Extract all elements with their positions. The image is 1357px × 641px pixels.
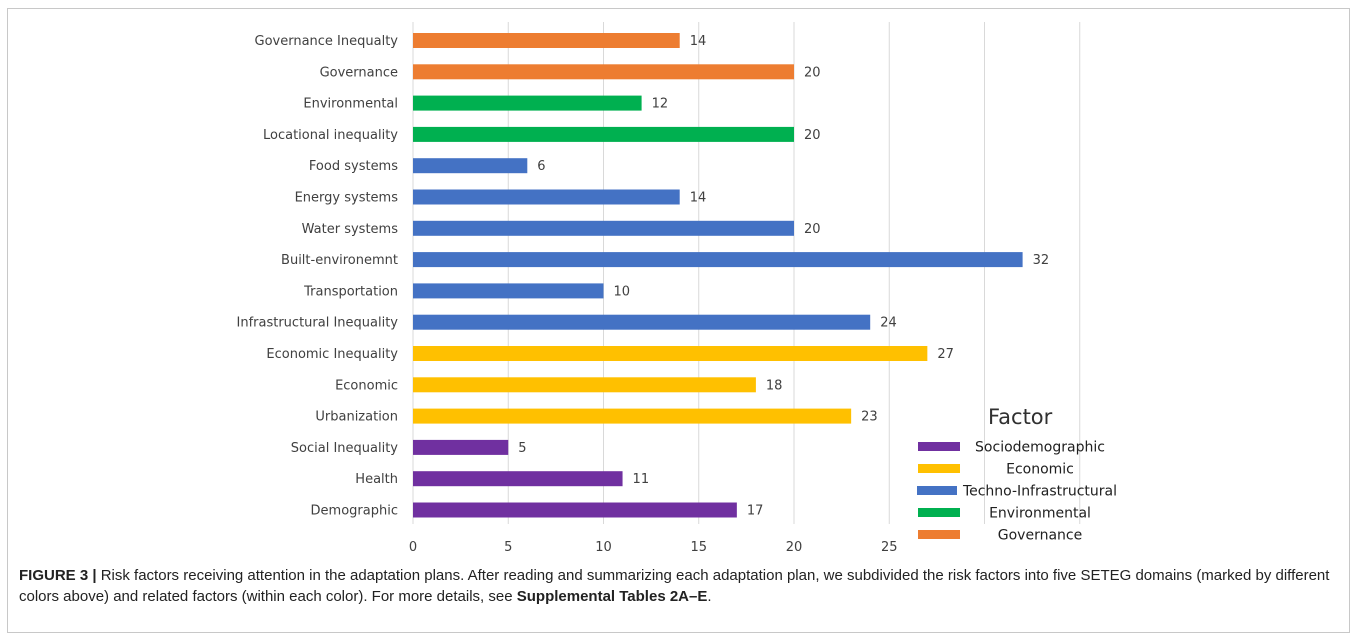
- value-label: 32: [1033, 253, 1050, 268]
- caption-label: FIGURE 3 |: [19, 567, 97, 584]
- legend-swatch: [918, 530, 960, 539]
- bar: [413, 502, 737, 518]
- category-label: Built-environemnt: [281, 253, 398, 268]
- x-tick-label: 5: [504, 540, 512, 555]
- legend-label: Environmental: [989, 506, 1091, 522]
- bar: [413, 252, 1023, 268]
- caption-link[interactable]: Supplemental Tables 2A–E: [516, 588, 708, 605]
- value-label: 11: [633, 472, 650, 487]
- category-label: Health: [355, 472, 398, 487]
- value-label: 18: [766, 378, 783, 393]
- figure-caption: FIGURE 3 | Risk factors receiving attent…: [19, 565, 1339, 607]
- value-label: 20: [804, 128, 821, 143]
- bar: [413, 408, 852, 424]
- legend-label: Governance: [998, 528, 1082, 544]
- legend-label: Economic: [1006, 462, 1074, 478]
- legend-swatch: [918, 442, 960, 451]
- bar: [413, 158, 528, 174]
- legend-title: Factor: [988, 405, 1053, 429]
- value-label: 14: [690, 34, 707, 49]
- category-label: Water systems: [302, 222, 399, 237]
- legend-swatch: [917, 486, 957, 495]
- category-label: Locational inequality: [263, 128, 398, 143]
- bar-chart: 0 5 10 15 20 25 Governance Inequalty 14 Governan…: [237, 22, 1117, 555]
- x-tick-label: 20: [786, 540, 803, 555]
- caption-text: Risk factors receiving attention in the …: [19, 567, 1330, 605]
- bar: [413, 439, 509, 455]
- category-label: Urbanization: [315, 410, 398, 425]
- bar: [413, 33, 680, 48]
- bar: [413, 220, 794, 236]
- bar: [413, 346, 928, 361]
- value-label: 27: [937, 347, 954, 362]
- value-label: 10: [614, 284, 631, 299]
- caption-end: .: [707, 588, 712, 605]
- category-label: Food systems: [309, 159, 398, 174]
- bar: [413, 95, 642, 111]
- value-label: 6: [537, 159, 545, 174]
- value-label: 20: [804, 65, 821, 80]
- legend-swatch: [918, 464, 960, 473]
- bar: [413, 64, 794, 80]
- bar: [413, 189, 680, 205]
- category-label: Social Inequality: [291, 441, 399, 456]
- bar: [413, 471, 623, 487]
- labels: 0 5 10 15 20 25 Governance Inequalty 14 Governan…: [237, 34, 1050, 555]
- category-label: Transportation: [303, 284, 398, 299]
- category-label: Economic: [335, 378, 398, 393]
- value-label: 12: [652, 97, 669, 112]
- x-tick-label: 0: [409, 540, 417, 555]
- bar: [413, 283, 604, 299]
- category-label: Governance: [320, 65, 398, 80]
- legend-label: Sociodemographic: [975, 440, 1105, 456]
- category-label: Infrastructural Inequality: [237, 316, 399, 331]
- legend-swatch: [918, 508, 960, 517]
- value-label: 5: [518, 441, 526, 456]
- bar: [413, 377, 756, 393]
- category-label: Demographic: [311, 504, 398, 519]
- bar: [413, 314, 871, 330]
- value-label: 20: [804, 222, 821, 237]
- category-label: Energy systems: [295, 191, 399, 206]
- value-label: 17: [747, 504, 764, 519]
- x-tick-label: 10: [595, 540, 612, 555]
- bar: [413, 126, 794, 142]
- bars: [413, 33, 1023, 518]
- x-tick-label: 25: [881, 540, 898, 555]
- category-label: Governance Inequalty: [255, 34, 399, 49]
- value-label: 14: [690, 191, 707, 206]
- category-label: Environmental: [303, 97, 398, 112]
- value-label: 24: [880, 316, 897, 331]
- legend-label: Techno-Infrastructural: [962, 484, 1117, 500]
- value-label: 23: [861, 410, 878, 425]
- category-label: Economic Inequality: [266, 347, 398, 362]
- x-tick-label: 15: [690, 540, 707, 555]
- legend: Factor Sociodemographic Economic Techno-In…: [917, 405, 1117, 544]
